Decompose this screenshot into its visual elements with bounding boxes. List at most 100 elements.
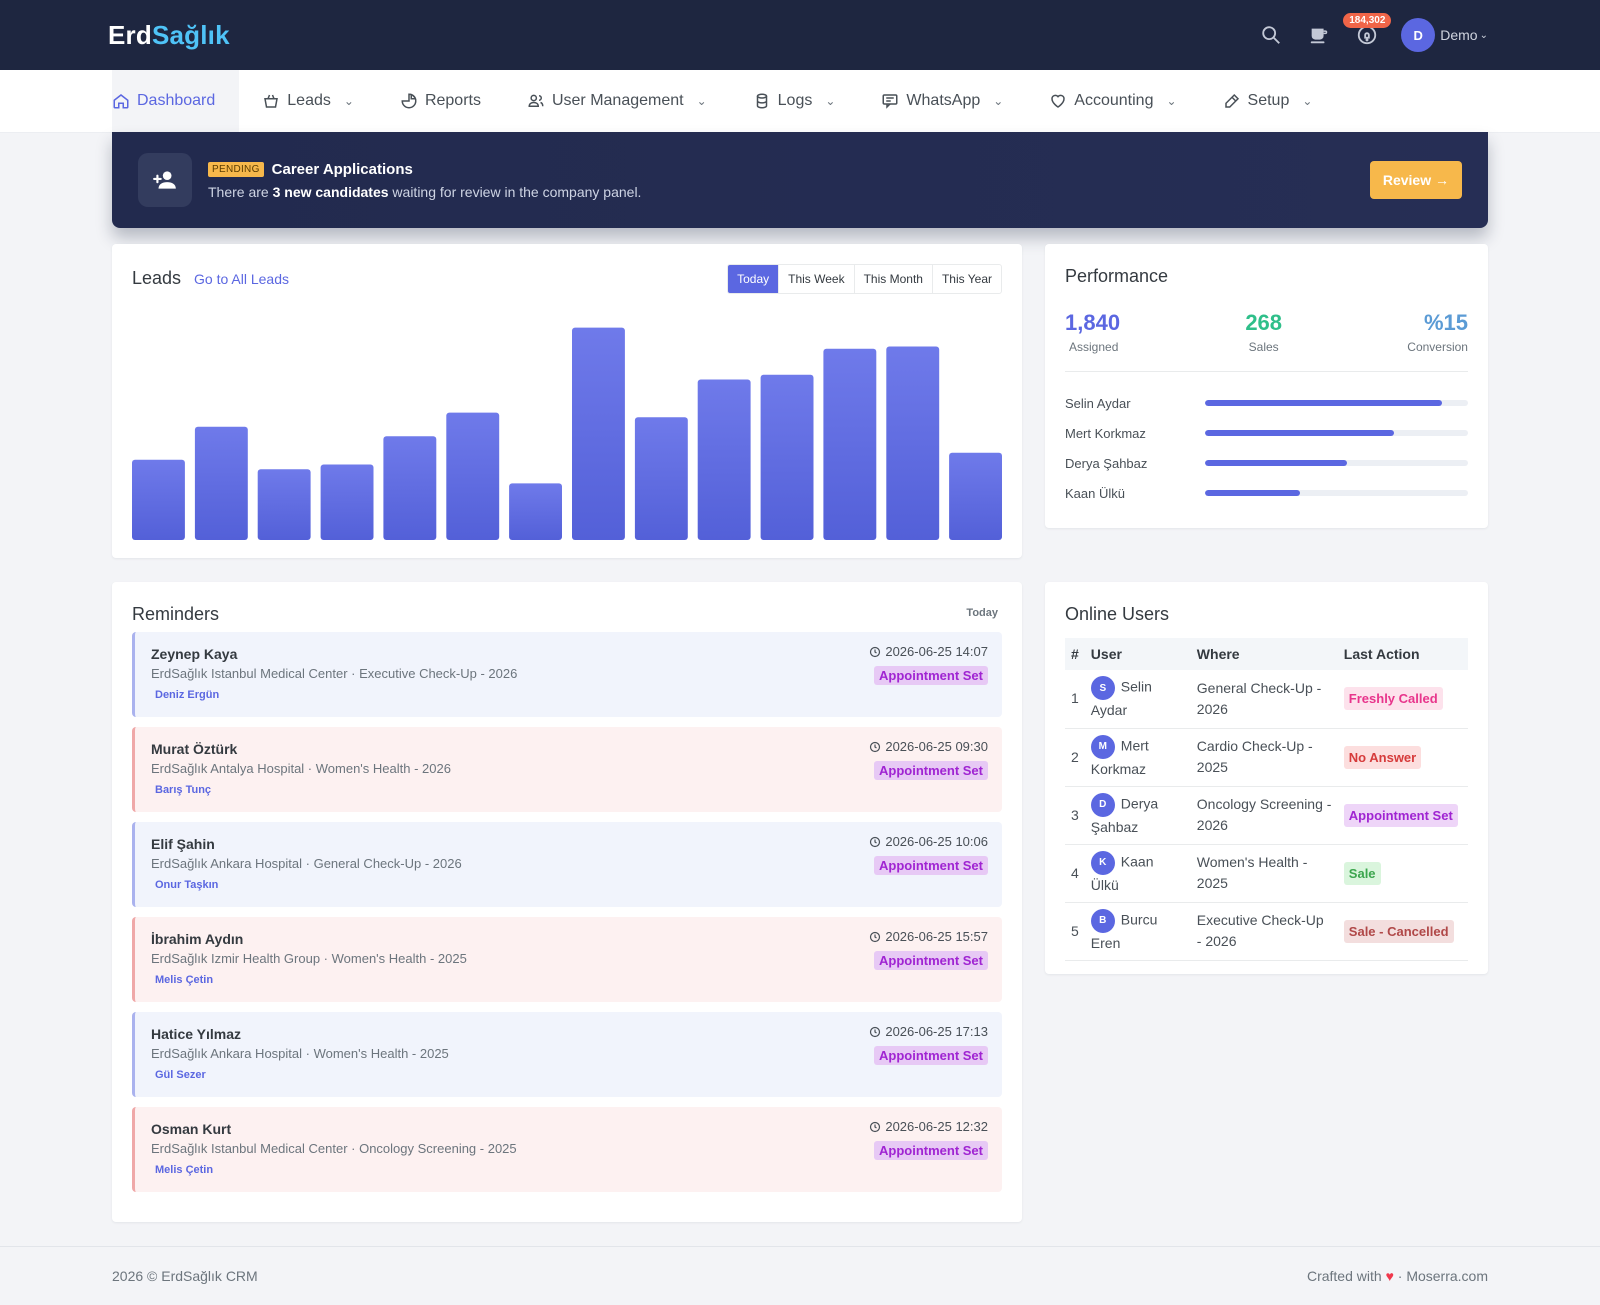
chart-bar[interactable] xyxy=(572,327,625,540)
nav-label: Dashboard xyxy=(137,92,216,109)
reminder-name: Hatice Yılmaz xyxy=(151,1026,242,1042)
status-badge: Appointment Set xyxy=(874,761,988,780)
chevron-down-icon: ⌄ xyxy=(343,94,354,108)
col-number: # xyxy=(1065,638,1085,670)
review-button[interactable]: Review → xyxy=(1369,161,1462,199)
reminder-name: Murat Öztürk xyxy=(151,741,238,757)
nav-label: Accounting xyxy=(1074,92,1154,109)
reminder-detail: ErdSağlık Istanbul Medical Center · Exec… xyxy=(151,666,518,681)
chart-bar[interactable] xyxy=(634,417,688,540)
search-icon xyxy=(1262,26,1281,44)
nav-label: Logs xyxy=(777,92,813,109)
footer-credit-post[interactable]: · Moserra.com xyxy=(1397,1268,1488,1284)
chart-bar[interactable] xyxy=(446,412,500,540)
reminder-item[interactable]: İbrahim Aydın ErdSağlık Izmir Health Grou… xyxy=(132,917,1002,1002)
nav-accounting[interactable]: Accounting ⌄ xyxy=(1026,70,1199,132)
nav-leads[interactable]: Leads ⌄ xyxy=(239,70,377,132)
table-row[interactable]: 3 D Derya Şahbaz Oncology Screening - 2026 A… xyxy=(1065,786,1468,845)
reminder-item[interactable]: Hatice Yılmaz ErdSağlık Ankara Hospital ·… xyxy=(132,1012,1002,1097)
reminder-agent: Melis Çetin xyxy=(155,974,214,986)
last-action-cell: Sale xyxy=(1337,844,1468,903)
reminder-agent: Barış Tunç xyxy=(155,784,212,796)
user-cell: D Derya Şahbaz xyxy=(1084,786,1191,845)
reminder-time: 2026-06-25 09:30 xyxy=(869,739,988,754)
last-action-cell: Freshly Called xyxy=(1337,670,1468,729)
nav-user-management[interactable]: User Management ⌄ xyxy=(504,70,730,132)
chart-bar[interactable] xyxy=(760,374,814,540)
chart-bar[interactable] xyxy=(383,436,437,540)
user-name: Mert Korkmaz xyxy=(1090,737,1149,777)
clock-icon xyxy=(869,646,885,658)
agent-name: Mert Korkmaz xyxy=(1065,425,1146,441)
brand-part-2: Sağlık xyxy=(151,19,230,50)
reminder-meta: 2026-06-25 14:07 Appointment Set xyxy=(869,644,988,685)
chart-bar[interactable] xyxy=(949,452,1002,540)
stat-assigned: 1,840 Assigned xyxy=(1065,310,1120,371)
reminder-time: 2026-06-25 15:57 xyxy=(869,929,988,944)
last-action-cell: Appointment Set xyxy=(1337,786,1468,845)
chart-bar[interactable] xyxy=(697,379,751,541)
status-badge: Appointment Set xyxy=(1343,803,1458,827)
where-cell: Cardio Check-Up - 2025 xyxy=(1190,728,1338,787)
reminder-item[interactable]: Zeynep Kaya ErdSağlık Istanbul Medical Ce… xyxy=(132,632,1002,717)
col-last-action: Last Action xyxy=(1337,638,1468,670)
filter-this-month[interactable]: This Month xyxy=(853,265,932,293)
filter-today[interactable]: Today xyxy=(728,265,779,293)
top-actions: 184,302 D Demo ⌄ xyxy=(1247,11,1488,59)
notifications-button[interactable]: 184,302 xyxy=(1343,11,1392,59)
chart-bar[interactable] xyxy=(509,483,562,540)
users-icon xyxy=(527,92,545,110)
table-row[interactable]: 5 B Burcu Eren Executive Check-Up - 2026 Sal… xyxy=(1065,902,1468,961)
filter-this-year[interactable]: This Year xyxy=(931,265,1001,293)
brand-logo[interactable]: ErdSağlık xyxy=(108,20,230,51)
add-user-icon xyxy=(138,153,192,207)
user-name: Derya Şahbaz xyxy=(1090,795,1159,835)
reminder-item[interactable]: Elif Şahin ErdSağlık Ankara Hospital · Ge… xyxy=(132,822,1002,907)
agent-name: Kaan Ülkü xyxy=(1065,485,1125,501)
avatar: M xyxy=(1090,734,1115,759)
table-row[interactable]: 4 K Kaan Ülkü Women's Health - 2025 Sale xyxy=(1065,844,1468,903)
clock-icon xyxy=(869,931,885,943)
chart-bar[interactable] xyxy=(320,464,374,541)
row-number: 1 xyxy=(1065,670,1085,729)
chart-bar[interactable] xyxy=(823,348,877,540)
avatar: S xyxy=(1090,676,1115,701)
clock-icon xyxy=(869,741,885,753)
reminder-time-text: 2026-06-25 10:06 xyxy=(885,834,988,849)
chart-bar[interactable] xyxy=(886,346,940,541)
chart-bar[interactable] xyxy=(194,426,248,540)
reminder-item[interactable]: Murat Öztürk ErdSağlık Antalya Hospital ·… xyxy=(132,727,1002,812)
cup-icon xyxy=(1311,28,1328,44)
table-row[interactable]: 1 S Selin Aydar General Check-Up - 2026 Fres… xyxy=(1065,670,1468,729)
nav-logs[interactable]: Logs ⌄ xyxy=(730,70,859,132)
reminder-detail: ErdSağlık Ankara Hospital · Women's Heal… xyxy=(151,1046,449,1061)
nav-reports[interactable]: Reports xyxy=(377,70,504,132)
where-cell: Executive Check-Up - 2026 xyxy=(1190,902,1338,961)
table-row[interactable]: 2 M Mert Korkmaz Cardio Check-Up - 2025 No A… xyxy=(1065,728,1468,787)
chart-bar[interactable] xyxy=(132,459,185,540)
online-users-title: Online Users xyxy=(1065,604,1170,624)
reminder-time-text: 2026-06-25 17:13 xyxy=(885,1024,988,1039)
agent-name: Derya Şahbaz xyxy=(1065,455,1148,471)
table-header-row: # User Where Last Action xyxy=(1065,638,1468,670)
nav-whatsapp[interactable]: WhatsApp ⌄ xyxy=(858,70,1026,132)
leads-card: Leads Go to All Leads Today This Week Th… xyxy=(112,244,1022,558)
reminder-item[interactable]: Osman Kurt ErdSağlık Istanbul Medical Cen… xyxy=(132,1107,1002,1192)
cup-button[interactable] xyxy=(1295,11,1343,59)
status-badge: Sale - Cancelled xyxy=(1343,919,1454,943)
last-action-cell: No Answer xyxy=(1337,728,1468,787)
search-button[interactable] xyxy=(1247,11,1295,59)
where-cell: Oncology Screening - 2026 xyxy=(1190,786,1338,845)
go-to-all-leads-link[interactable]: Go to All Leads xyxy=(194,271,289,287)
user-menu[interactable]: D Demo ⌄ xyxy=(1401,18,1488,52)
status-badge: Appointment Set xyxy=(874,666,988,685)
agent-progress-row: Selin Aydar xyxy=(1065,388,1468,418)
reminder-agent: Melis Çetin xyxy=(155,1164,214,1176)
reminders-period: Today xyxy=(966,607,998,619)
chart-bar[interactable] xyxy=(257,469,311,540)
nav-dashboard[interactable]: Dashboard xyxy=(112,70,240,132)
filter-this-week[interactable]: This Week xyxy=(778,265,853,293)
nav-setup[interactable]: Setup ⌄ xyxy=(1200,70,1336,132)
reminder-meta: 2026-06-25 12:32 Appointment Set xyxy=(869,1119,988,1160)
pie-icon xyxy=(400,92,418,110)
